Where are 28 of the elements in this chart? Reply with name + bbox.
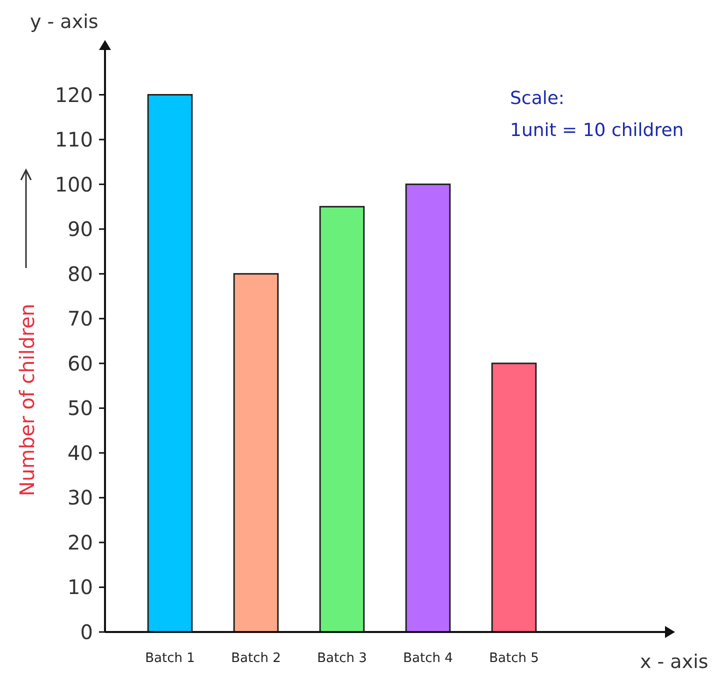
y-tick-label: 120 xyxy=(54,82,93,107)
bar xyxy=(319,206,365,633)
y-tick-label: 20 xyxy=(68,530,93,554)
annotation: 1unit = 10 children xyxy=(510,120,684,141)
y-axis-title: Number of children xyxy=(15,304,39,496)
bar xyxy=(405,184,451,633)
y-tick-label: 60 xyxy=(68,351,93,376)
text: y - axis xyxy=(30,11,98,33)
bar xyxy=(233,273,279,633)
x-tick-label: Batch 4 xyxy=(403,651,453,666)
y-tick-label: 100 xyxy=(54,172,93,196)
y-tick-label: 90 xyxy=(68,217,93,242)
text: x - axis xyxy=(640,651,708,673)
y-tick-label: 30 xyxy=(68,486,93,510)
y-tick-label: 10 xyxy=(68,575,93,600)
annotation: Scale: xyxy=(510,88,564,109)
x-tick-label: Batch 3 xyxy=(317,651,367,666)
y-tick-label: 110 xyxy=(54,128,93,152)
x-tick-label: Batch 2 xyxy=(231,651,281,666)
x-tick-label: Batch 5 xyxy=(489,651,539,666)
bar xyxy=(147,94,193,633)
y-tick-label: 70 xyxy=(68,306,93,331)
x-tick-label: Batch 1 xyxy=(145,651,195,666)
bar xyxy=(491,362,537,633)
y-tick-label: 40 xyxy=(68,440,93,465)
y-tick-label: 50 xyxy=(68,396,93,420)
y-tick-label: 0 xyxy=(80,620,93,644)
y-tick-label: 80 xyxy=(68,262,93,286)
